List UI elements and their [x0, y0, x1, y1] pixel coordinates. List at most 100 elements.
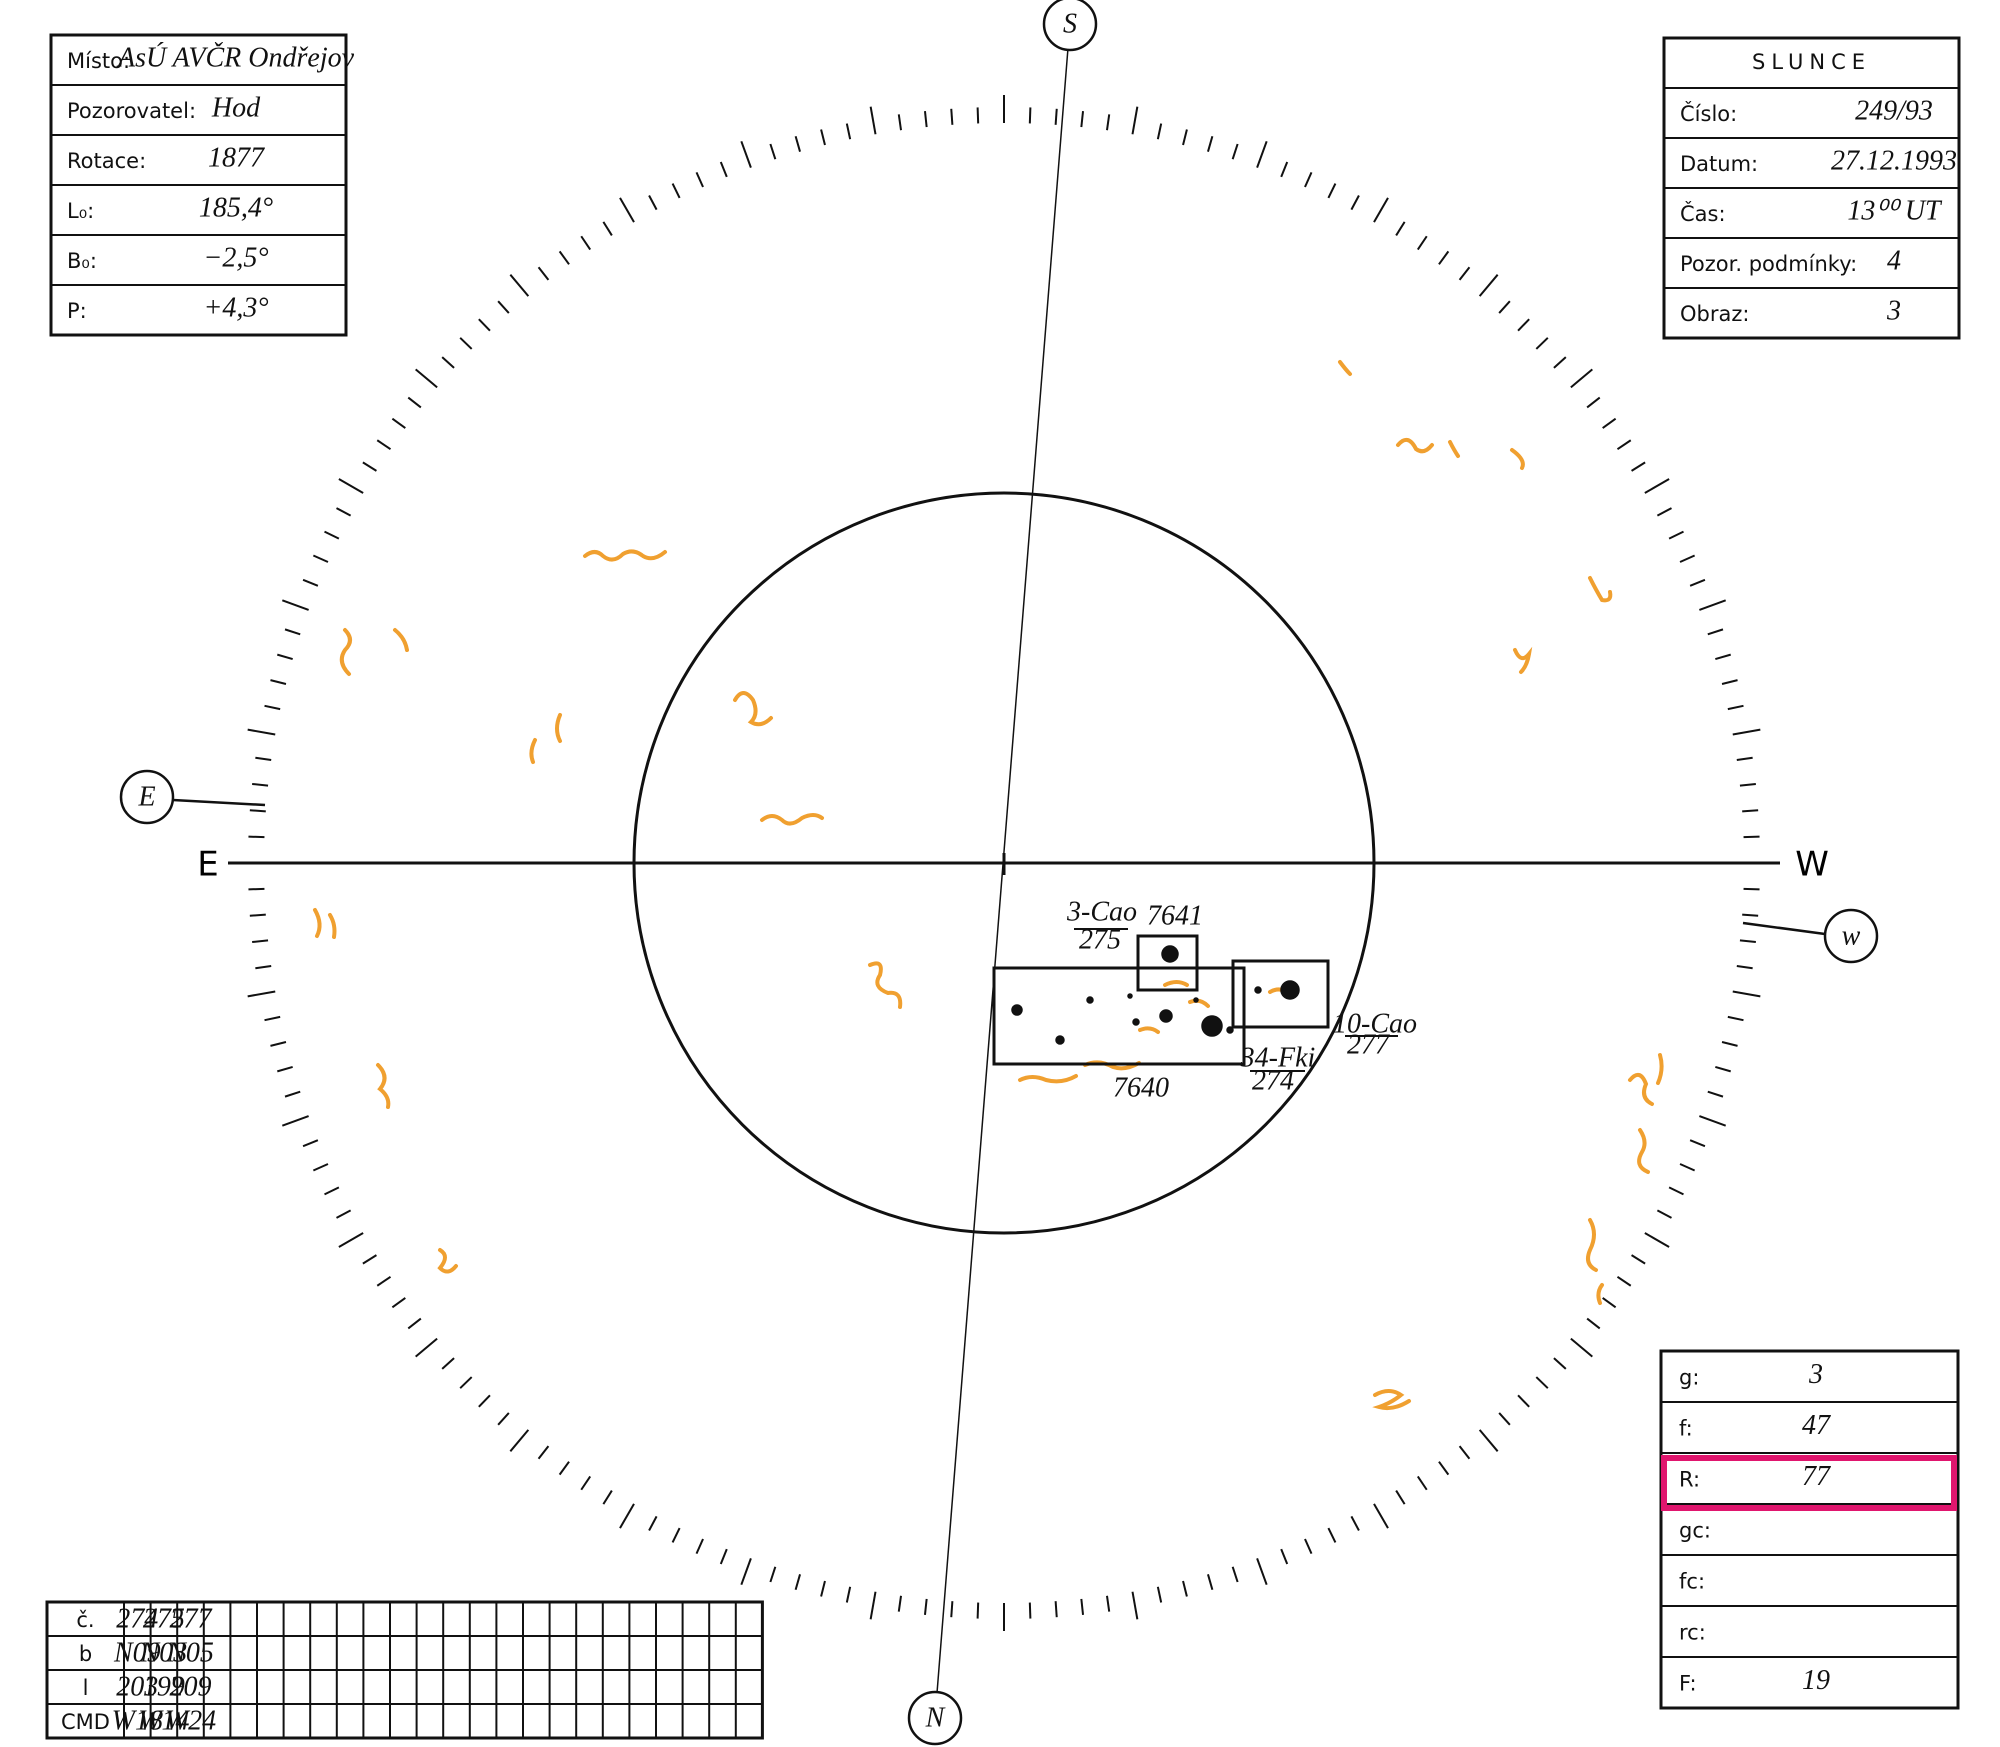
table-cell: N03	[140, 1637, 188, 1668]
limb-tick	[1131, 106, 1139, 135]
row-value: 1877	[208, 142, 265, 173]
limb-tick	[277, 1066, 293, 1073]
limb-tick	[1644, 478, 1670, 494]
limb-tick	[1105, 114, 1111, 131]
limb-tick	[1416, 235, 1428, 251]
limb-tick	[1743, 835, 1760, 839]
group-class: 34-Fki	[1240, 1042, 1316, 1073]
limb-tick	[1715, 1066, 1731, 1073]
limb-tick	[415, 1337, 438, 1358]
limb-tick	[1707, 628, 1724, 636]
limb-tick	[1517, 318, 1530, 332]
limb-tick	[794, 136, 801, 152]
limb-tick	[1535, 1376, 1549, 1389]
limb-tick	[580, 235, 592, 251]
group-box	[992, 966, 1246, 1066]
limb-tick	[249, 809, 266, 813]
limb-tick	[1721, 1041, 1738, 1047]
limb-tick	[312, 1163, 329, 1172]
group-number: 277	[1347, 1029, 1390, 1060]
limb-tick	[1231, 1566, 1239, 1583]
limb-tick	[362, 461, 377, 472]
limb-tick	[1586, 1317, 1601, 1330]
limb-tick	[1570, 368, 1593, 389]
facula	[376, 1063, 391, 1109]
row-value: −2,5°	[203, 242, 268, 273]
inner-circle	[632, 491, 1376, 1235]
table-cell: 203	[116, 1671, 158, 1702]
limb-tick	[1689, 1139, 1706, 1148]
limb-tick	[407, 1317, 422, 1330]
limb-tick	[1570, 1337, 1593, 1358]
row-value: 47	[1802, 1410, 1831, 1441]
limb-tick	[1373, 1503, 1389, 1529]
facula	[1513, 646, 1533, 674]
limb-tick	[338, 1232, 364, 1248]
limb-tick	[740, 1558, 752, 1586]
limb-tick	[1679, 1163, 1696, 1172]
limb-tick	[376, 1275, 392, 1287]
limb-tick	[1743, 887, 1760, 891]
limb-tick	[1182, 129, 1188, 146]
group-number: 274	[1252, 1065, 1294, 1096]
facula	[1163, 980, 1292, 1008]
table-row-label: b	[79, 1642, 92, 1666]
limb-tick	[1602, 1297, 1617, 1309]
row-label: Rotace:	[67, 149, 146, 173]
info-box	[1659, 1349, 1960, 1710]
axes	[119, 0, 1879, 1746]
limb-tick	[1656, 1209, 1672, 1219]
limb-tick	[1304, 171, 1313, 188]
limb-tick	[869, 1591, 877, 1620]
limb-tick	[1231, 143, 1239, 160]
east-pointer	[172, 798, 266, 807]
limb-tick	[1498, 300, 1511, 314]
limb-tick	[1395, 1490, 1406, 1505]
north-circle	[907, 1690, 963, 1746]
table-cell: W18	[112, 1705, 163, 1736]
limb-tick	[1373, 197, 1389, 223]
row-label: Pozorovatel:	[67, 99, 196, 123]
table-cell: W14	[138, 1705, 189, 1736]
row-value: Hod	[211, 92, 261, 123]
limb-tick	[255, 756, 272, 762]
limb-tick	[719, 161, 728, 178]
limb-tick	[1535, 337, 1549, 350]
limb-tick	[1438, 250, 1450, 265]
limb-tick	[1156, 1586, 1163, 1603]
south-label: S	[1063, 8, 1077, 39]
faculae	[313, 360, 1664, 1411]
row-label: fc:	[1679, 1570, 1705, 1594]
limb-tick	[1327, 183, 1337, 199]
group-noaa: 7640	[1113, 1072, 1169, 1103]
row-label: P:	[67, 299, 87, 323]
limb-tick	[1207, 136, 1214, 152]
limb-tick	[695, 1538, 704, 1555]
limb-tick	[338, 478, 364, 494]
limb-tick	[1327, 1527, 1337, 1543]
table-cell: N09	[113, 1637, 161, 1668]
limb-tick	[249, 913, 266, 917]
table-cell: N05	[166, 1637, 214, 1668]
limb-tick	[441, 356, 455, 369]
limb-tick	[247, 728, 276, 736]
row-value: 77	[1802, 1461, 1831, 1492]
limb-tick	[602, 1490, 613, 1505]
limb-tick	[1721, 679, 1738, 685]
table-row-label: CMD	[61, 1710, 110, 1734]
limb-tick	[1631, 461, 1646, 472]
row-value: 3	[1886, 295, 1901, 326]
limb-tick	[336, 1209, 352, 1219]
limb-tick	[820, 129, 826, 146]
limb-tick	[1742, 913, 1759, 917]
facula	[393, 628, 409, 652]
limb-tick	[509, 274, 530, 297]
facula	[437, 1248, 458, 1274]
limb-tick	[820, 1580, 826, 1597]
limb-tick	[1553, 1357, 1567, 1370]
limb-tick	[619, 197, 635, 223]
limb-tick	[950, 108, 954, 125]
limb-tick	[1732, 990, 1761, 998]
row-value: +4,3°	[203, 292, 268, 323]
limb-tick	[391, 417, 406, 429]
